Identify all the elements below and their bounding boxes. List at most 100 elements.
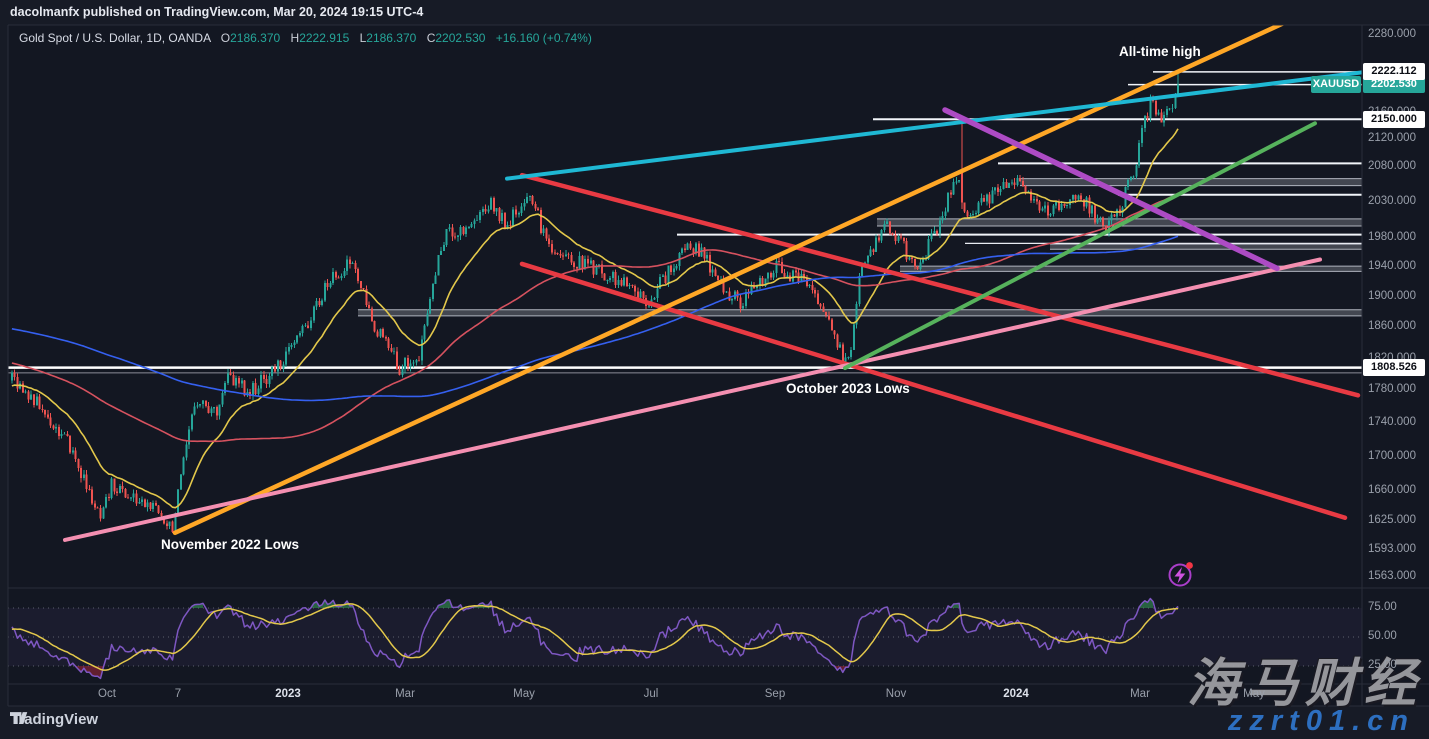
candle-body — [855, 304, 858, 325]
candle-body — [902, 237, 905, 242]
candle-body — [121, 486, 124, 490]
candle-body — [393, 351, 396, 353]
candle-body — [146, 502, 149, 508]
candle-body — [351, 262, 354, 265]
candle-body — [390, 348, 393, 352]
candle-body — [1024, 185, 1027, 193]
candle-body — [326, 282, 329, 288]
candle-body — [996, 187, 999, 193]
candle-body — [88, 488, 91, 490]
candle-body — [697, 243, 700, 257]
candle-body — [575, 266, 578, 269]
candle-body — [564, 254, 567, 256]
candle-body — [102, 507, 105, 519]
candle-body — [778, 261, 781, 262]
candle-body — [462, 226, 465, 234]
flash-ideas-icon[interactable] — [1168, 562, 1193, 587]
candle-body — [805, 278, 808, 287]
candle-body — [872, 249, 875, 252]
candle-body — [1021, 181, 1024, 186]
candle-body — [41, 408, 44, 411]
candle-body — [448, 227, 451, 230]
candle-body — [160, 513, 163, 516]
candle-body — [1055, 201, 1058, 206]
candle-body — [941, 215, 944, 221]
chart-background — [8, 25, 1429, 706]
candle-body — [1035, 198, 1038, 202]
candle-body — [960, 173, 963, 203]
ema-21[interactable] — [11, 128, 1179, 509]
candle-body — [927, 239, 930, 259]
candle-body — [1116, 209, 1119, 217]
candle-body — [659, 277, 662, 289]
trendline-descending-purple[interactable] — [942, 107, 1280, 272]
candle-body — [1141, 128, 1144, 143]
trendline-channel-top-red[interactable] — [519, 172, 1361, 398]
candle-body — [60, 433, 63, 437]
sma-100[interactable] — [11, 192, 1179, 443]
candle-body — [664, 275, 667, 283]
candle-body — [1093, 205, 1096, 223]
candle-body — [753, 286, 756, 289]
candle-body — [420, 339, 423, 361]
trendline-resistance-cyan[interactable] — [505, 70, 1365, 181]
candle-body — [71, 450, 74, 453]
candle-body — [459, 226, 462, 236]
candle-body — [445, 229, 448, 245]
candle-body — [179, 474, 182, 490]
candle-body — [1154, 101, 1157, 115]
candles — [10, 71, 1180, 534]
candle-body — [487, 209, 490, 212]
candle-body — [761, 278, 764, 286]
rsi-line[interactable] — [11, 597, 1179, 680]
candle-body — [523, 203, 526, 207]
candle-body — [362, 287, 365, 290]
candle-body — [135, 493, 138, 504]
candle-body — [1071, 195, 1074, 200]
candle-body — [268, 376, 271, 385]
rsi-ma-line[interactable] — [11, 603, 1179, 671]
candle-body — [213, 407, 216, 409]
candle-body — [1105, 225, 1107, 234]
candle-body — [478, 211, 481, 220]
candle-body — [977, 202, 980, 213]
main-pane[interactable] — [8, 22, 1365, 542]
candle-body — [1110, 214, 1113, 221]
candle-body — [271, 366, 274, 377]
candle-body — [653, 298, 656, 300]
candle-body — [883, 223, 886, 230]
rsi-pane[interactable] — [8, 597, 1362, 680]
candle-body — [708, 255, 711, 273]
candle-body — [1160, 112, 1163, 123]
candle-body — [257, 388, 260, 395]
trendline-long-support-pink[interactable] — [63, 257, 1322, 542]
candle-body — [1102, 217, 1105, 226]
candle-body — [1063, 204, 1066, 206]
trendline-ascending-support-green[interactable] — [843, 121, 1317, 371]
candle-body — [57, 427, 60, 437]
candle-body — [199, 404, 202, 406]
candle-body — [1060, 204, 1063, 210]
candle-body — [548, 238, 551, 245]
candle-body — [628, 285, 631, 287]
candle-body — [531, 195, 534, 204]
candle-body — [315, 300, 318, 307]
candle-body — [484, 209, 487, 212]
candle-body — [249, 391, 252, 396]
candle-body — [229, 373, 232, 375]
candle-body — [382, 328, 385, 337]
candle-body — [218, 404, 221, 416]
sma-200[interactable] — [11, 235, 1179, 402]
candle-body — [642, 291, 645, 298]
candle-body — [886, 221, 889, 224]
candle-body — [620, 279, 623, 286]
candle-body — [803, 273, 806, 279]
candle-body — [301, 325, 304, 333]
candle-body — [157, 505, 160, 514]
candle-body — [767, 273, 770, 279]
candle-body — [1046, 205, 1049, 216]
trendline-ascending-support-orange[interactable] — [172, 22, 1285, 536]
candle-body — [744, 292, 747, 306]
trendline-channel-bottom-red[interactable] — [519, 261, 1348, 521]
